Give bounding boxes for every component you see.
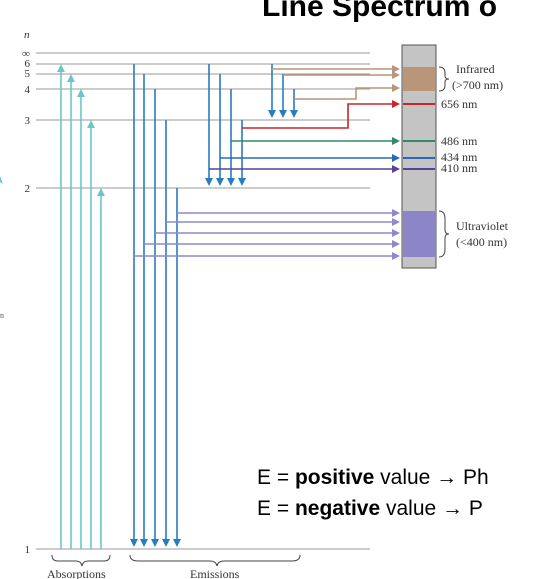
infrared-horizontal-arrows [272,65,400,100]
balmer-emission-arrows [205,64,246,186]
equation-positive: E = positive value → Ph [257,466,489,490]
emissions-brace [129,554,301,567]
equation-negative-prefix: E = [257,497,295,520]
equation-positive-suffix: value → Ph [374,466,489,489]
ultraviolet-band [403,211,435,257]
level-label-4: 4 [25,84,31,96]
uv-horizontal-arrows [134,209,400,260]
spectrum-strip [401,44,437,269]
level-label-1: 1 [25,544,31,556]
label-656nm: 656 nm [441,97,478,111]
ir-arrow-3 [294,84,400,100]
level-label-3: 3 [25,115,31,127]
level-labels: ∞ 6 5 4 3 2 1 [22,48,30,556]
infrared-bracket [438,66,450,92]
ultraviolet-label: Ultraviolet [456,219,509,233]
label-486nm: 486 nm [441,134,478,148]
equation-negative-keyword: negative [294,497,381,520]
equation-positive-prefix: E = [257,466,295,489]
paschen-emission-arrows [268,64,298,118]
energy-levels [36,52,370,550]
level-label-6: 6 [25,58,31,70]
equation-negative: E = negative value → P [257,497,483,521]
absorption-arrows [57,64,105,549]
absorptions-label: Absorptions [47,567,106,579]
infrared-label: Infrared [456,62,495,76]
left-stub-arrowhead [0,176,3,184]
equation-negative-suffix: value → P [380,497,483,520]
level-label-2: 2 [25,183,31,195]
axis-symbol-n: n [24,29,30,41]
level-label-inf: ∞ [22,48,30,60]
level-label-5: 5 [25,68,31,80]
line-656-arrow [242,100,400,129]
infrared-range-label: (>700 nm) [452,78,503,92]
absorptions-brace [51,554,111,567]
ultraviolet-bracket [438,210,450,258]
left-stub-label: n [0,311,4,320]
emissions-label: Emissions [190,567,240,579]
label-434nm: 434 nm [441,150,478,164]
ultraviolet-range-label: (<400 nm) [456,235,507,249]
equation-positive-keyword: positive [294,466,375,489]
slide-title: Line Spectrum o [262,0,498,23]
infrared-band [403,67,435,91]
label-410nm: 410 nm [441,161,478,175]
lyman-emission-arrows [130,64,181,547]
spectrum-labels: Infrared (>700 nm) 656 nm 486 nm 434 nm … [441,62,509,249]
